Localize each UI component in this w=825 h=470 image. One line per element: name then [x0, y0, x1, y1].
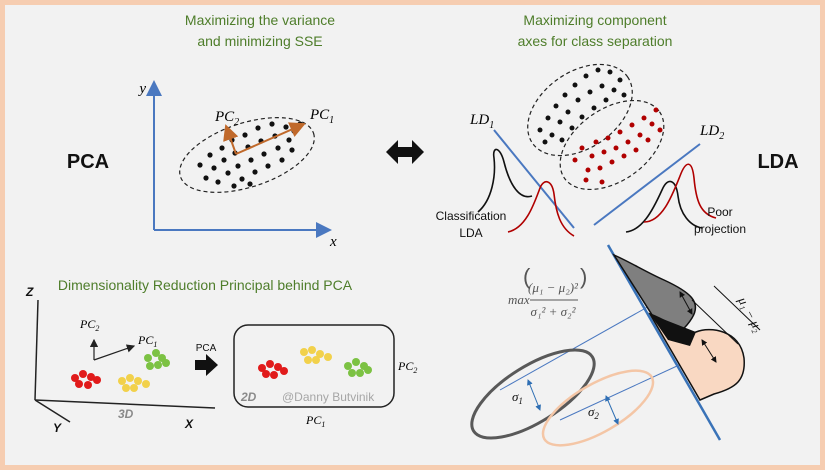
pc2-arrow: [223, 124, 239, 155]
mu-diff-line-1: [713, 285, 761, 331]
pca-y-label: y: [137, 81, 146, 97]
ld2-black-gaussian: [625, 180, 703, 233]
ld1-label: LD1: [469, 112, 494, 131]
pc1-label: PC1: [309, 107, 334, 126]
dimred-x-axis: [34, 399, 216, 409]
dimred-z-label: Z: [25, 285, 34, 299]
pca-caption-line1: Maximizing the variance: [185, 12, 335, 28]
classification-label-2: LDA: [459, 226, 482, 240]
red-cluster-3d: [71, 370, 101, 389]
pca-panel: Maximizing the variance and minimizing S…: [67, 12, 337, 250]
dimred-x-label: X: [184, 417, 194, 431]
pca-cluster-outline: [179, 117, 315, 193]
lda-title: LDA: [757, 151, 798, 173]
pc1-small-label: PC1: [137, 333, 157, 349]
ld1-red-gaussian: [507, 181, 575, 237]
pc2-label: PC2: [214, 109, 239, 128]
red-cluster-2d: [258, 360, 288, 379]
ld1-black-gaussian: [477, 148, 533, 213]
gray-width-arrow: [679, 291, 693, 315]
formula-paren-left: (: [523, 264, 531, 289]
mu-diff-line-2: [691, 299, 739, 345]
pc1-small-arrow: [93, 344, 136, 361]
sigma2-label: σ2: [588, 404, 599, 421]
yellow-cluster-2d: [300, 346, 332, 364]
yellow-cluster-3d: [118, 374, 150, 392]
lda-red-points: [572, 107, 663, 185]
dimred-panel: Dimensionality Reduction Principal behin…: [25, 277, 417, 435]
gaussian-overlap: [650, 314, 696, 346]
pc1-arrow: [235, 122, 306, 155]
lda-projection-axis: [606, 244, 722, 441]
watermark: @Danny Butvinik: [282, 390, 375, 404]
dimred-y-axis: [34, 399, 71, 423]
label-3d: 3D: [118, 407, 134, 421]
ld2-label: LD2: [699, 123, 724, 142]
dimred-title: Dimensionality Reduction Principal behin…: [58, 277, 353, 293]
pca-2d-box: [233, 324, 395, 408]
double-arrow-icon: [386, 140, 424, 164]
formula-denominator: σ₁² + σ₂²: [531, 304, 577, 319]
pca-transform-arrow-icon: [195, 354, 218, 376]
green-cluster-3d: [144, 349, 170, 370]
pca-x-label: x: [329, 234, 337, 250]
ld2-axis: [593, 143, 701, 226]
formula-paren-right: ): [580, 264, 587, 289]
poor-label-1: Poor: [707, 205, 732, 219]
dimred-y-label: Y: [53, 421, 62, 435]
label-2d: 2D: [240, 390, 257, 404]
formula-max: max: [508, 292, 530, 307]
pc2-small-label: PC2: [79, 317, 99, 333]
ld1-axis: [493, 129, 575, 229]
class2-ellipse: [541, 369, 655, 447]
lda-formula-panel: max ( (μ₁ − μ₂)² σ₁² + σ₂² ) μ₁ − μ₂ σ1 …: [470, 244, 766, 447]
dimred-z-axis: [34, 299, 39, 401]
green-cluster-2d: [344, 358, 372, 377]
lda-caption-line2: axes for class separation: [518, 33, 673, 49]
sigma1-arrow: [527, 379, 541, 411]
pc2-box-label: PC2: [397, 359, 417, 375]
classification-label-1: Classification: [436, 209, 507, 223]
pca-caption-line2: and minimizing SSE: [197, 33, 322, 49]
sigma1-label: σ1: [512, 389, 523, 406]
peach-width-arrow: [701, 339, 717, 363]
lda-class-red-outline: [559, 99, 665, 191]
poor-label-2: projection: [694, 222, 746, 236]
pca-title: PCA: [67, 151, 109, 173]
projection-line-1: [499, 299, 661, 391]
formula-numerator: (μ₁ − μ₂)²: [528, 280, 579, 295]
pca-arrow-label: PCA: [196, 343, 217, 354]
sigma2-arrow: [605, 395, 619, 425]
pc1-box-label: PC1: [305, 413, 325, 429]
lda-black-points: [537, 67, 627, 145]
ld2-red-gaussian: [643, 163, 717, 223]
mu-diff-label: μ₁ − μ₂: [735, 293, 766, 334]
lda-class-black-outline: [527, 63, 633, 157]
lda-caption-line1: Maximizing component: [523, 12, 666, 28]
projection-line-2: [559, 359, 691, 421]
class1-ellipse: [470, 348, 596, 440]
lda-panel: Maximizing component axes for class sepa…: [436, 12, 799, 240]
